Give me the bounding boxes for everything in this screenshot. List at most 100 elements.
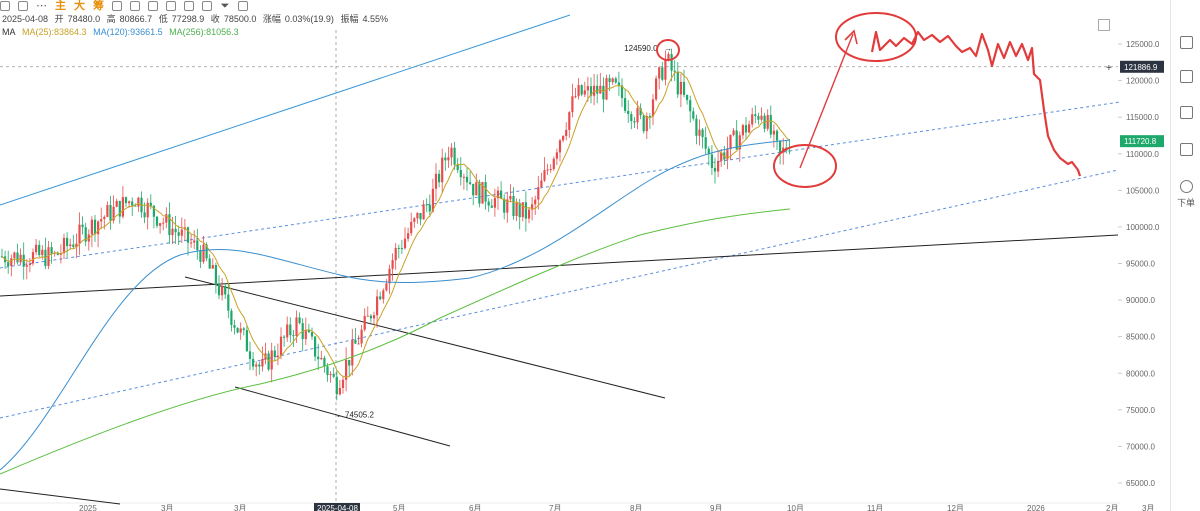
candle-body [462, 176, 465, 178]
candle-body [295, 317, 298, 336]
candle-body [38, 244, 41, 256]
candle-body [199, 250, 202, 262]
candle-body [149, 202, 152, 206]
candle-body [50, 247, 53, 254]
candle-body [720, 152, 723, 161]
candle-body [162, 222, 165, 224]
candle-body [56, 252, 59, 255]
candle-body [583, 90, 586, 95]
rail-grid-icon[interactable] [1180, 36, 1193, 49]
candle-body [670, 54, 673, 71]
candle-body [760, 115, 763, 120]
candle-body [397, 247, 400, 249]
indicator-icon[interactable] [112, 1, 122, 11]
draw-icon[interactable] [148, 1, 158, 11]
candle-body [667, 54, 670, 59]
candle-body [90, 219, 93, 235]
candle-body [174, 228, 177, 233]
candle-body [193, 240, 196, 243]
toolbar-chips[interactable]: 筹 [93, 0, 104, 12]
candle-body [146, 202, 149, 218]
more-icon[interactable]: ⋯ [36, 0, 47, 12]
candle-body [434, 173, 438, 189]
candle-body [323, 357, 326, 367]
candle-body [7, 262, 10, 267]
expand-icon[interactable] [1098, 19, 1110, 31]
candle-body [624, 98, 627, 111]
candle-body [661, 67, 664, 80]
candle-body [307, 329, 310, 333]
candle-body [354, 339, 357, 344]
candle-body [252, 358, 255, 367]
candle-body [490, 205, 493, 208]
square-icon[interactable] [0, 1, 10, 11]
candle-body [534, 199, 537, 205]
candle-body [472, 183, 475, 196]
candle-body [673, 70, 676, 72]
filter-icon[interactable]: ⏷ [220, 0, 230, 12]
settings-icon[interactable] [184, 1, 194, 11]
rail-order-icon[interactable] [1180, 180, 1193, 193]
x-tick-label: 10月 [787, 504, 804, 511]
info-low: 77298.9 [171, 14, 205, 24]
layout-icon[interactable] [130, 1, 140, 11]
toolbar-main[interactable]: 主 [55, 0, 66, 12]
ma120-value: MA(120):93661.5 [93, 27, 163, 37]
candle-body [332, 373, 335, 377]
candle-body [540, 180, 543, 188]
info-change-label: 涨幅 [262, 14, 281, 24]
candle-body [726, 149, 729, 160]
candle-body [227, 294, 230, 311]
candle-body [527, 209, 531, 219]
candle-body [345, 359, 348, 380]
candle-body [741, 125, 744, 136]
x-tick-label: 12月 [947, 504, 964, 511]
candle-body [695, 118, 698, 136]
ma-label[interactable]: MA [2, 27, 16, 37]
candle-body [93, 219, 97, 235]
candle-body [128, 201, 131, 204]
candle-body [512, 195, 515, 216]
candle-body [360, 329, 363, 344]
candle-body [704, 137, 707, 149]
toolbar-big[interactable]: 大 [74, 0, 85, 12]
right-rail: 下单 [1170, 0, 1200, 511]
y-tick-label: 90000.0 [1126, 296, 1155, 305]
rail-chart-icon[interactable] [1180, 70, 1193, 83]
trash-icon[interactable] [238, 1, 248, 11]
candle-body [636, 108, 639, 123]
candle-body [394, 247, 397, 261]
high-circle-annotation [656, 39, 680, 61]
candle-body [376, 296, 379, 316]
ma25-value: MA(25):83864.3 [22, 27, 87, 37]
projection-arrow-line [799, 33, 854, 169]
candle-body [413, 218, 416, 222]
candle-body [115, 200, 118, 207]
candle-body [320, 357, 323, 360]
rail-order-label[interactable]: 下单 [1177, 198, 1196, 208]
candle-icon[interactable] [18, 1, 28, 11]
candle-body [224, 286, 227, 295]
candle-body [97, 221, 100, 235]
x-tick-label: 7月 [549, 504, 561, 511]
candle-body [496, 190, 500, 199]
candle-body [565, 129, 568, 137]
rail-book-icon[interactable] [1180, 143, 1193, 156]
candle-body [118, 200, 121, 217]
info-close: 78500.0 [223, 14, 257, 24]
candle-body [177, 232, 180, 236]
candle-body [450, 147, 453, 158]
candle-body [605, 78, 608, 100]
x-tick-label: 9月 [710, 504, 722, 511]
candle-body [159, 223, 162, 226]
candle-body [682, 81, 686, 95]
y-tick-label: 80000.0 [1126, 369, 1155, 378]
candle-body [481, 182, 484, 204]
camera-icon[interactable] [202, 1, 212, 11]
candle-body [196, 240, 199, 251]
candle-body [121, 197, 124, 217]
ma-info: MA MA(25):83864.3 MA(120):93661.5 MA(256… [2, 27, 243, 38]
candle-body [217, 284, 221, 296]
rail-list-icon[interactable] [1180, 106, 1193, 119]
compare-icon[interactable] [166, 1, 176, 11]
